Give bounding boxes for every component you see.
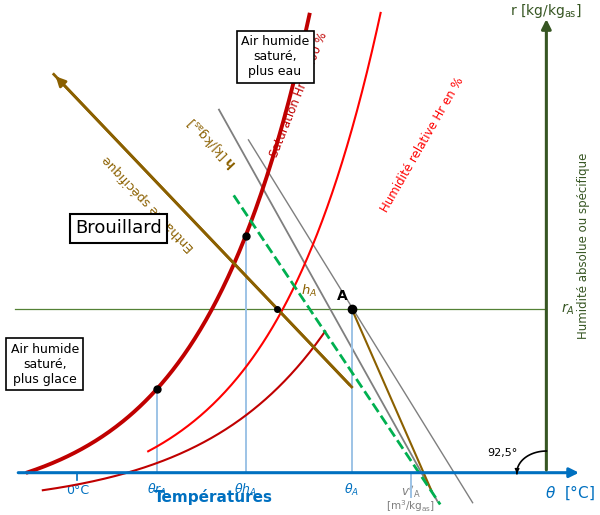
Text: 0°C: 0°C: [66, 484, 89, 497]
Text: [m$^3$/kg$_{\rm as}$]: [m$^3$/kg$_{\rm as}$]: [386, 498, 435, 514]
Text: Air humide
saturé,
plus eau: Air humide saturé, plus eau: [241, 35, 309, 78]
Text: $\theta_A$: $\theta_A$: [344, 482, 359, 499]
Text: $\mathbf{h}$ [kJ/kg$_{\rm as}$]: $\mathbf{h}$ [kJ/kg$_{\rm as}$]: [185, 113, 241, 171]
Text: r [kg/kg$_{\rm as}$]: r [kg/kg$_{\rm as}$]: [511, 2, 582, 20]
Text: Air humide
saturé,
plus glace: Air humide saturé, plus glace: [11, 343, 79, 386]
Text: Enthalpie spécifique: Enthalpie spécifique: [100, 152, 197, 253]
Text: $v''_{\rm A}$: $v''_{\rm A}$: [401, 484, 421, 500]
Text: Saturation Hr = 100 %: Saturation Hr = 100 %: [268, 30, 330, 159]
Text: 92,5°: 92,5°: [487, 448, 517, 457]
Text: $\theta r_A$: $\theta r_A$: [147, 482, 167, 499]
Text: Températures: Températures: [154, 489, 272, 505]
Text: $r_A$: $r_A$: [561, 301, 575, 317]
Text: Humidité absolue ou spécifique: Humidité absolue ou spécifique: [577, 152, 590, 339]
Text: Brouillard: Brouillard: [76, 219, 162, 237]
Text: $\theta h_A$: $\theta h_A$: [234, 482, 257, 499]
Text: $\theta$  [°C]: $\theta$ [°C]: [545, 484, 595, 502]
Text: $h_A$: $h_A$: [301, 283, 317, 299]
Text: Humidité relative Hr en %: Humidité relative Hr en %: [379, 75, 467, 215]
Text: A: A: [337, 289, 347, 303]
